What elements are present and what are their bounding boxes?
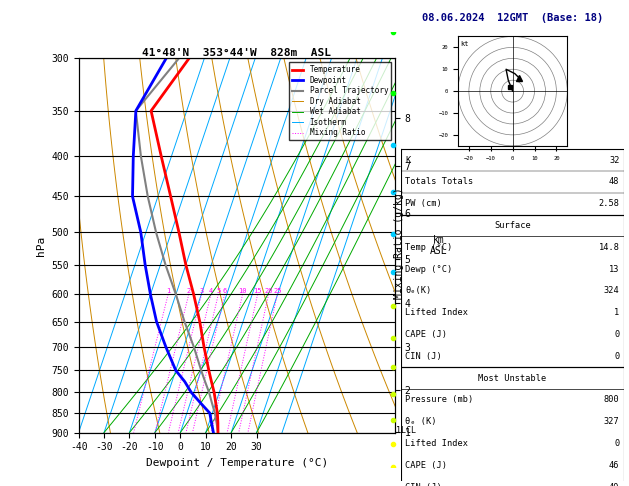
Text: 48: 48 [609,177,620,186]
Text: θₑ (K): θₑ (K) [405,417,437,426]
Text: 14.8: 14.8 [599,243,620,252]
Text: Dewp (°C): Dewp (°C) [405,264,452,274]
Text: 1: 1 [615,308,620,317]
Text: 800: 800 [604,395,620,404]
Text: Temp (°C): Temp (°C) [405,243,452,252]
Text: CAPE (J): CAPE (J) [405,330,447,339]
Text: 2: 2 [187,288,191,295]
Text: Lifted Index: Lifted Index [405,439,468,448]
Text: θₑ(K): θₑ(K) [405,286,431,295]
Text: 6: 6 [223,288,226,295]
Text: 5: 5 [216,288,220,295]
X-axis label: Dewpoint / Temperature (°C): Dewpoint / Temperature (°C) [146,458,328,468]
Text: 3: 3 [199,288,204,295]
Text: 0: 0 [615,439,620,448]
Text: 4: 4 [209,288,213,295]
Text: kt: kt [460,41,469,47]
Text: 0: 0 [615,330,620,339]
Text: 08.06.2024  12GMT  (Base: 18): 08.06.2024 12GMT (Base: 18) [422,13,603,23]
Text: Most Unstable: Most Unstable [478,374,547,382]
Text: 15: 15 [253,288,262,295]
Text: 13: 13 [609,264,620,274]
Text: PW (cm): PW (cm) [405,199,442,208]
Text: CAPE (J): CAPE (J) [405,461,447,469]
Text: 20: 20 [264,288,273,295]
Text: Mixing Ratio (g/kg): Mixing Ratio (g/kg) [394,187,404,299]
Text: 1: 1 [166,288,170,295]
Text: 10: 10 [238,288,247,295]
Legend: Temperature, Dewpoint, Parcel Trajectory, Dry Adiabat, Wet Adiabat, Isotherm, Mi: Temperature, Dewpoint, Parcel Trajectory… [289,62,391,140]
Y-axis label: hPa: hPa [36,235,46,256]
Y-axis label: km
ASL: km ASL [430,235,447,256]
Text: 40: 40 [609,483,620,486]
Text: Totals Totals: Totals Totals [405,177,474,186]
Text: 25: 25 [273,288,282,295]
Text: 32: 32 [609,156,620,165]
Title: 41°48'N  353°44'W  828m  ASL: 41°48'N 353°44'W 828m ASL [142,48,331,57]
Text: 0: 0 [615,352,620,361]
Text: 2.58: 2.58 [599,199,620,208]
Text: 1LCL: 1LCL [396,426,416,435]
Text: 327: 327 [604,417,620,426]
Text: K: K [405,156,410,165]
Text: 324: 324 [604,286,620,295]
Text: Pressure (mb): Pressure (mb) [405,395,474,404]
Text: 46: 46 [609,461,620,469]
Text: Lifted Index: Lifted Index [405,308,468,317]
Text: Surface: Surface [494,221,531,230]
Text: CIN (J): CIN (J) [405,483,442,486]
Text: CIN (J): CIN (J) [405,352,442,361]
